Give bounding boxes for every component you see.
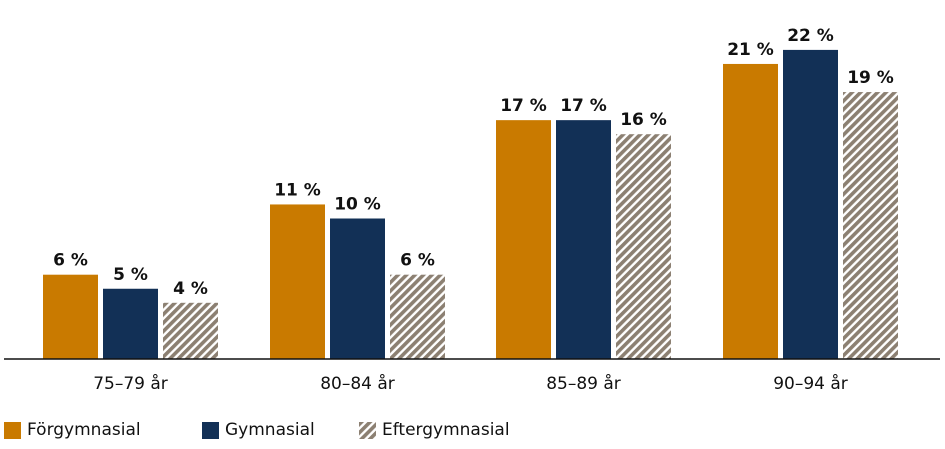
legend-swatch-gymnasial [202,421,219,439]
data-label-gymnasial-85-89-ar: 17 % [560,96,607,116]
legend-swatch-eftergymnasial [359,421,376,439]
bar-eftergymnasial-90-94-ar [843,92,898,360]
legend-label: Förgymnasial [27,420,141,440]
data-label-forgymnasial-85-89-ar: 17 % [500,96,547,116]
legend-item-gymnasial: Gymnasial [202,419,315,441]
data-label-forgymnasial-80-84-ar: 11 % [274,180,321,200]
bars [43,49,898,360]
data-label-eftergymnasial-90-94-ar: 19 % [847,68,894,88]
data-label-eftergymnasial-75-79-ar: 4 % [173,279,208,299]
bar-eftergymnasial-80-84-ar [390,274,445,359]
legend-item-forgymnasial: Förgymnasial [4,419,141,441]
bar-eftergymnasial-85-89-ar [616,134,671,359]
data-label-gymnasial-75-79-ar: 5 % [113,265,148,285]
data-label-eftergymnasial-85-89-ar: 16 % [620,110,667,130]
bar-forgymnasial-75-79-ar [43,274,98,359]
bar-forgymnasial-80-84-ar [270,204,325,359]
bar-gymnasial-85-89-ar [556,120,611,360]
x-tick-label-80-84-ar: 80–84 år [320,373,395,394]
legend-label: Gymnasial [225,420,315,440]
data-label-gymnasial-90-94-ar: 22 % [787,26,834,46]
bar-forgymnasial-85-89-ar [496,120,551,360]
x-tick-label-90-94-ar: 90–94 år [773,373,848,394]
legend-label: Eftergymnasial [382,420,510,440]
data-label-forgymnasial-90-94-ar: 21 % [727,40,774,60]
bar-gymnasial-75-79-ar [103,288,158,359]
bar-eftergymnasial-75-79-ar [163,302,218,359]
x-tick-label-85-89-ar: 85–89 år [546,373,621,394]
bar-forgymnasial-90-94-ar [723,63,778,359]
data-label-gymnasial-80-84-ar: 10 % [334,195,381,215]
x-tick-label-75-79-ar: 75–79 år [93,373,168,394]
legend-item-eftergymnasial: Eftergymnasial [359,419,510,441]
bar-gymnasial-90-94-ar [783,49,838,360]
data-label-eftergymnasial-80-84-ar: 6 % [400,251,435,271]
x-tick-labels: 75–79 år 80–84 år 85–89 år 90–94 år [93,373,848,394]
bar-gymnasial-80-84-ar [330,218,385,359]
data-label-forgymnasial-75-79-ar: 6 % [53,251,88,271]
legend: Förgymnasial Gymnasial Eftergymnasial [4,419,934,441]
data-labels: 6 % 5 % 4 % 11 % 10 % 6 % 17 % 17 % 16 % 21 % 22 %… [53,26,894,299]
legend-swatch-forgymnasial [4,421,21,439]
